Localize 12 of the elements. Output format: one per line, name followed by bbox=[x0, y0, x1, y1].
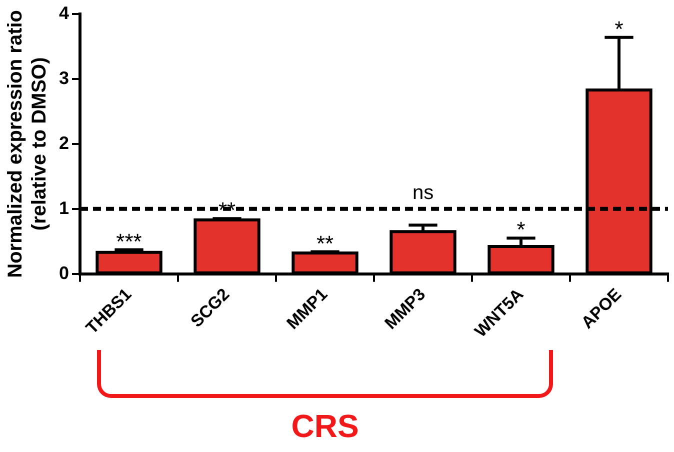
annotation: * bbox=[614, 16, 624, 42]
annotation: *** bbox=[116, 228, 142, 254]
y-tick-label: 4 bbox=[58, 2, 70, 23]
y-axis-title: Normalized expression ratio (relative to DMSO) bbox=[4, 10, 51, 278]
y-tick-label: 3 bbox=[58, 68, 70, 88]
y-tick-label: 2 bbox=[58, 132, 70, 153]
annotation: ns bbox=[412, 182, 434, 204]
y-tick-label: 1 bbox=[58, 198, 70, 218]
y-tick-label: 0 bbox=[58, 262, 70, 283]
annotation: ** bbox=[316, 230, 334, 256]
annotation: * bbox=[516, 217, 526, 242]
text: CRS bbox=[290, 408, 360, 445]
